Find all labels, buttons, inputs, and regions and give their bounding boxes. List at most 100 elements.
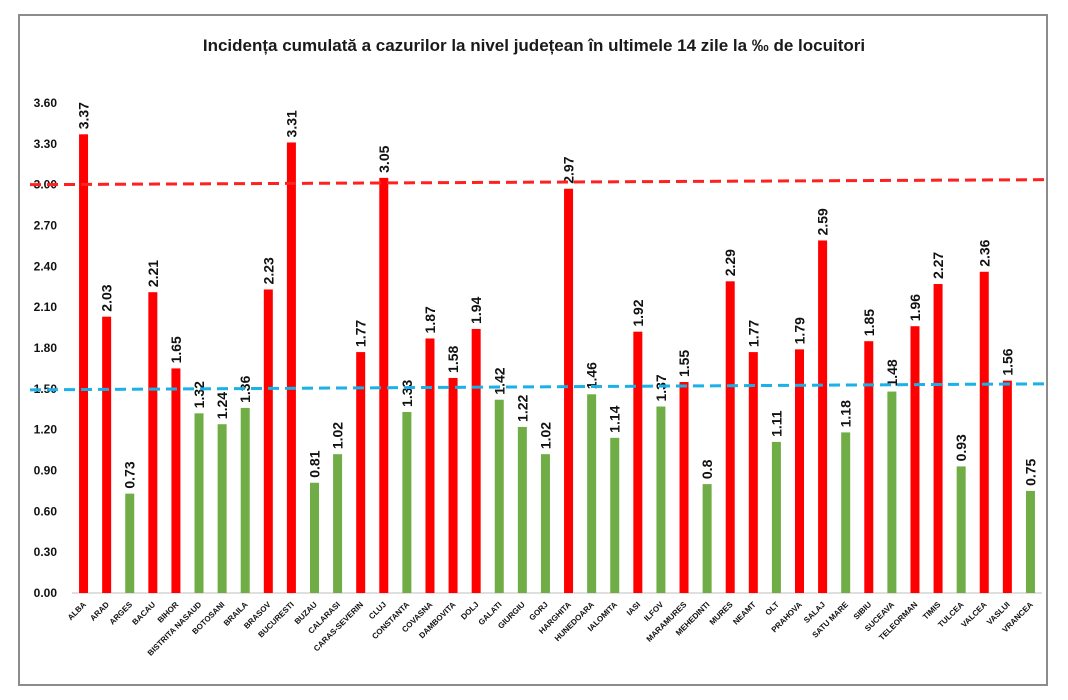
y-tick-label: 1.50	[34, 382, 58, 396]
bar-valcea	[979, 271, 989, 593]
bar-tulcea	[956, 466, 966, 593]
data-label: 1.14	[607, 405, 623, 432]
data-label: 1.22	[514, 394, 530, 421]
bar-dolj	[471, 328, 481, 593]
y-tick-label: 3.30	[34, 137, 58, 151]
bar-calarasi	[333, 454, 343, 593]
data-label: 1.02	[330, 422, 346, 449]
x-tick-label: DOLJ	[459, 600, 480, 621]
x-tick-label: ARGES	[108, 600, 135, 627]
bar-mehedinti	[702, 484, 712, 593]
bar-sibiu	[864, 341, 874, 593]
data-label: 1.77	[745, 320, 761, 347]
y-tick-label: 1.20	[34, 423, 58, 437]
data-label: 1.46	[584, 362, 600, 389]
bar-buzau	[310, 482, 319, 593]
bar-galati	[494, 399, 504, 593]
bar-constanta	[402, 411, 412, 593]
data-label: 1.96	[907, 294, 923, 321]
data-label: 2.59	[815, 208, 831, 235]
y-tick-label: 0.90	[34, 464, 58, 478]
data-label: 2.97	[561, 156, 577, 183]
bar-bucuresti	[286, 142, 296, 593]
data-label: 1.94	[468, 296, 484, 323]
data-label: 1.58	[445, 345, 461, 372]
data-label: 1.02	[537, 422, 553, 449]
data-label: 0.81	[307, 450, 323, 477]
bar-brasov	[263, 289, 273, 593]
data-label: 1.92	[630, 299, 646, 326]
bar-giurgiu	[517, 426, 527, 593]
bar-iasi	[633, 331, 643, 593]
bar-teleorman	[910, 326, 920, 593]
bar-arges	[125, 493, 135, 593]
bar-ialomita	[610, 437, 620, 593]
bar-salaj	[818, 240, 828, 593]
bar-timis	[933, 284, 943, 593]
y-tick-label: 1.80	[34, 341, 58, 355]
data-label: 1.55	[676, 350, 692, 377]
bar-dambovita	[448, 377, 458, 593]
bar-bihor	[171, 368, 181, 593]
data-label: 3.31	[283, 110, 299, 137]
data-label: 1.48	[884, 359, 900, 386]
data-label: 0.8	[699, 459, 715, 479]
x-tick-label: OLT	[764, 600, 781, 617]
data-label: 0.73	[122, 461, 138, 488]
chart-title: Incidența cumulată a cazurilor la nivel …	[202, 36, 866, 55]
data-label: 1.65	[168, 336, 184, 363]
data-label: 3.37	[76, 102, 92, 129]
y-tick-label: 0.30	[34, 545, 58, 559]
chart-frame	[18, 14, 1048, 686]
bar-alba	[79, 134, 89, 594]
data-label: 2.29	[722, 249, 738, 276]
data-label: 2.23	[260, 257, 276, 284]
bar-arad	[102, 316, 112, 593]
bar-covasna	[425, 338, 435, 593]
data-label: 1.77	[353, 320, 369, 347]
data-label: 0.93	[953, 434, 969, 461]
bar-ilfov	[656, 406, 666, 593]
x-tick-label: BACAU	[130, 600, 157, 627]
data-label: 2.03	[99, 284, 115, 311]
bar-caras-severin	[356, 352, 366, 593]
bar-vrancea	[1025, 490, 1035, 593]
data-label: 1.56	[999, 348, 1015, 375]
bar-olt	[771, 441, 781, 593]
bar-cluj	[379, 177, 389, 593]
threshold-line-high	[29, 178, 1047, 187]
bar-maramures	[679, 382, 689, 593]
y-tick-label: 2.70	[34, 219, 58, 233]
bar-satu-mare	[841, 432, 851, 593]
bar-braila	[240, 407, 250, 593]
data-label: 0.75	[1022, 458, 1038, 485]
data-label: 1.32	[191, 381, 207, 408]
y-tick-label: 0.60	[34, 504, 58, 518]
bar-neamt	[748, 352, 758, 593]
data-label: 1.42	[491, 367, 507, 394]
data-label: 1.87	[422, 306, 438, 333]
data-label: 1.85	[861, 309, 877, 336]
bar-bacau	[148, 292, 158, 593]
data-label: 1.18	[838, 400, 854, 427]
x-tick-label: CLUJ	[367, 600, 388, 621]
bar-mures	[725, 281, 735, 593]
x-tick-label: SIBIU	[852, 600, 874, 622]
data-label: 2.21	[145, 260, 161, 287]
x-tick-label: IASI	[625, 600, 642, 617]
y-tick-label: 3.60	[34, 96, 58, 110]
bar-bistrita-nasaud	[194, 413, 204, 593]
bar-botosani	[217, 424, 227, 593]
data-label: 1.24	[214, 392, 230, 419]
data-label: 1.33	[399, 380, 415, 407]
bar-hunedoara	[587, 394, 597, 593]
y-tick-label: 2.40	[34, 259, 58, 273]
x-tick-label: VALCEA	[959, 600, 988, 629]
data-label: 2.36	[976, 239, 992, 266]
data-label: 1.11	[768, 410, 784, 437]
x-tick-label: MURES	[708, 600, 735, 627]
bar-harghita	[564, 188, 574, 593]
data-label: 2.27	[930, 252, 946, 279]
bar-suceava	[887, 391, 897, 593]
bar-gorj	[540, 454, 550, 593]
